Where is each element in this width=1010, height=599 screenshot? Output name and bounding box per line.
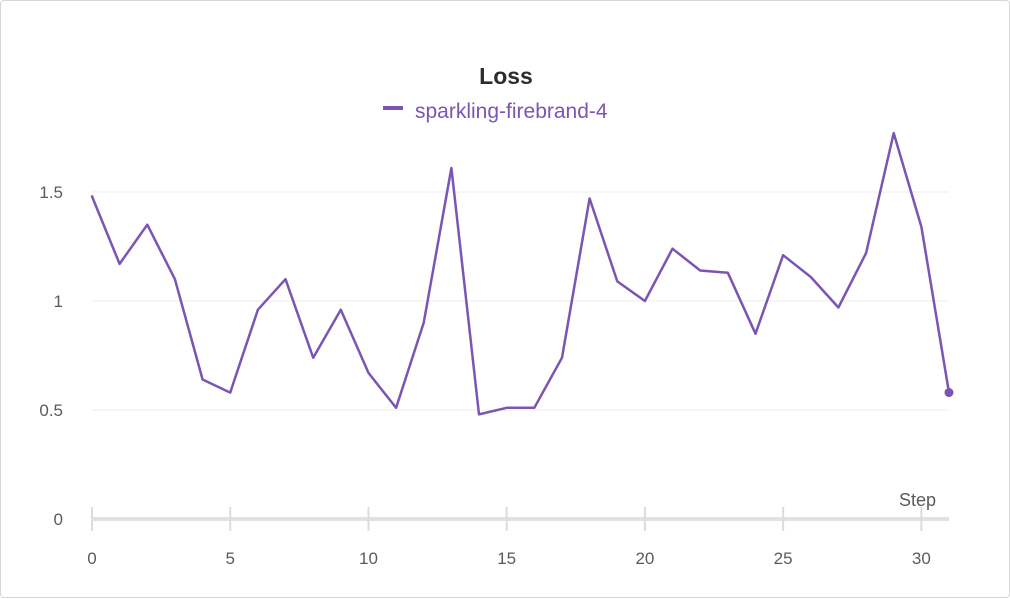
legend[interactable]: sparkling-firebrand-4 (383, 100, 608, 123)
x-axis: 0 5 10 15 20 25 30 (87, 507, 949, 568)
x-tick-label: 30 (912, 549, 931, 568)
series-endpoint-marker[interactable] (944, 388, 954, 398)
gridlines (92, 191, 949, 411)
x-tick-label: 15 (497, 549, 516, 568)
y-tick-label: 1 (54, 292, 63, 311)
series-line-sparkling-firebrand-4[interactable] (90, 131, 951, 416)
chart-title: Loss (479, 63, 533, 89)
y-tick-label: 0 (54, 510, 63, 529)
y-tick-label: 1.5 (39, 183, 63, 202)
x-tick-label: 20 (635, 549, 654, 568)
x-tick-label: 25 (774, 549, 793, 568)
x-axis-title: Step (899, 490, 936, 510)
y-tick-label: 0.5 (39, 401, 63, 420)
legend-label: sparkling-firebrand-4 (415, 100, 608, 123)
x-axis-ticks: 0 5 10 15 20 25 30 (87, 507, 931, 568)
x-tick-label: 10 (359, 549, 378, 568)
x-tick-label: 5 (225, 549, 234, 568)
x-tick-label: 0 (87, 549, 96, 568)
series-layer[interactable] (90, 131, 954, 416)
y-axis-labels: 0 0.5 1 1.5 (39, 183, 63, 529)
